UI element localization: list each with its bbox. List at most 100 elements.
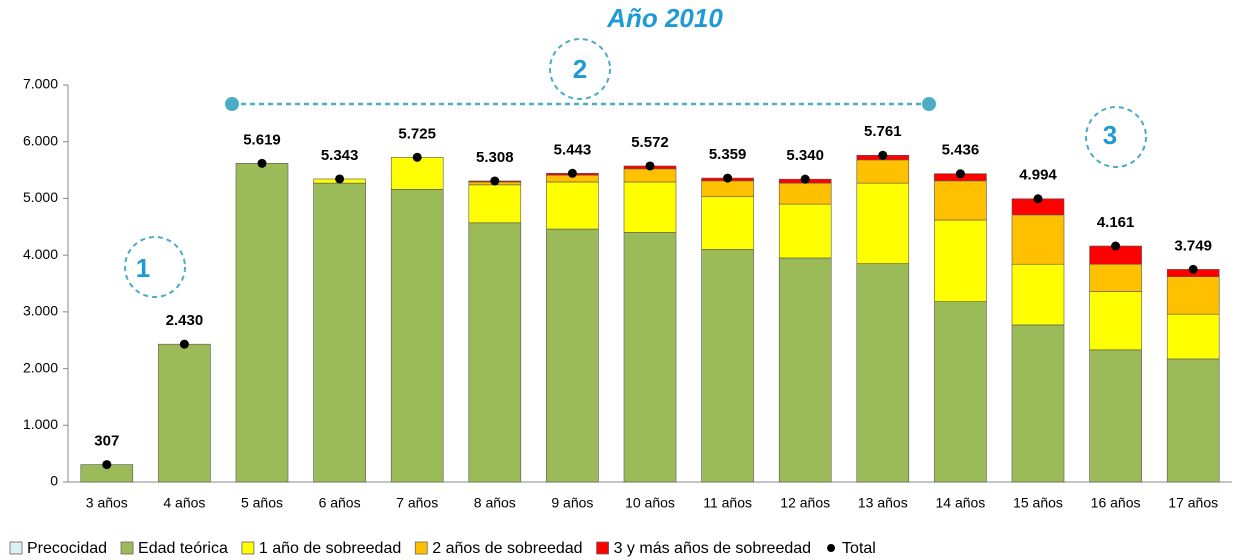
bar-segment [235, 163, 289, 483]
x-tick-label: 12 años [780, 495, 830, 511]
bar-segment [778, 203, 832, 259]
x-tick-label: 17 años [1168, 495, 1218, 511]
total-dot [800, 174, 810, 184]
x-tick-label: 13 años [858, 495, 908, 511]
bar-segment [623, 181, 677, 233]
legend-label: Edad teórica [138, 540, 228, 557]
y-tick-label: 2.000 [23, 359, 58, 375]
bar-segment [934, 219, 987, 302]
annotation-dot [922, 97, 936, 111]
annotation: 3 [1103, 120, 1117, 150]
y-tick-label: 1.000 [23, 416, 58, 432]
x-tick-label: 14 años [935, 495, 985, 511]
bar-segment [856, 159, 910, 184]
x-tick-label: 4 años [163, 495, 205, 511]
x-tick-label: 15 años [1013, 495, 1063, 511]
legend-label: Total [842, 540, 876, 557]
bar-segment [701, 196, 754, 250]
data-label: 5.572 [631, 134, 669, 151]
bar-segment [1011, 324, 1065, 483]
bar-segment [934, 180, 987, 221]
x-tick-label: 6 años [319, 495, 361, 511]
bar-segment [934, 301, 987, 483]
total-dot [179, 339, 189, 349]
x-tick-label: 3 años [86, 495, 128, 511]
x-tick-label: 11 años [703, 495, 752, 511]
legend-label: Precocidad [27, 540, 107, 557]
x-tick-label: 5 años [241, 495, 283, 511]
bar-segment [623, 232, 677, 483]
data-label: 5.725 [398, 125, 436, 142]
bar-segment [1089, 291, 1142, 351]
x-tick-label: 16 años [1091, 495, 1141, 511]
y-tick-label: 0 [50, 473, 58, 489]
bar-segment [158, 343, 211, 483]
total-dot [878, 150, 888, 160]
data-label: 5.436 [942, 142, 980, 159]
legend-marker [596, 541, 609, 555]
total-dot [1111, 241, 1121, 251]
data-label: 4.161 [1097, 214, 1135, 231]
bar-segment [778, 257, 832, 483]
total-dot [723, 173, 733, 183]
bar-segment [1089, 263, 1142, 292]
bar-segment [1166, 313, 1220, 360]
total-dot [412, 152, 422, 162]
annotation: 1 [136, 253, 150, 283]
bar-segment [856, 263, 910, 483]
data-label: 5.359 [709, 146, 747, 163]
bar-segment [701, 180, 754, 198]
bar-segment [390, 157, 444, 190]
total-dot [335, 174, 345, 184]
y-tick-label: 6.000 [23, 132, 58, 148]
y-tick-label: 7.000 [23, 76, 58, 92]
data-label: 4.994 [1019, 167, 1057, 184]
bar-segment [778, 182, 832, 205]
legend-marker [414, 541, 428, 555]
total-dot [567, 168, 577, 178]
bar-segment [390, 189, 444, 483]
bar-segment [546, 228, 599, 483]
bar-segment [468, 184, 522, 224]
bar-segment [1166, 358, 1220, 483]
total-dot [955, 169, 965, 179]
bar-segment [468, 222, 522, 483]
annotation-shapes [124, 38, 1147, 298]
data-label: 5.619 [243, 131, 281, 148]
bar-segment [623, 168, 677, 183]
bar-segment [1011, 214, 1065, 265]
total-dot [257, 158, 267, 168]
x-tick-label: 9 años [551, 495, 593, 511]
x-tick-label: 7 años [396, 495, 438, 511]
total-dot [490, 176, 500, 186]
bar-segment [1166, 276, 1220, 315]
total-dot [1188, 264, 1198, 274]
data-label: 307 [94, 433, 119, 450]
data-label: 5.308 [476, 149, 514, 166]
legend-label: 1 año de sobreedad [259, 540, 401, 557]
bar-segment [1089, 349, 1142, 483]
bar-segment [701, 249, 754, 483]
bar-segment [313, 182, 366, 483]
data-label: 5.343 [321, 147, 359, 164]
y-tick-label: 5.000 [23, 189, 58, 205]
annotation: 2 [573, 54, 587, 84]
data-label: 5.340 [786, 147, 824, 164]
total-dot [645, 161, 655, 171]
data-label: 2.430 [166, 312, 204, 329]
legend-marker [241, 541, 255, 555]
data-label: 5.761 [864, 123, 902, 140]
legend-label: 2 años de sobreedad [432, 540, 582, 557]
bar-segment [856, 182, 910, 264]
y-tick-label: 4.000 [23, 246, 58, 262]
bar-segment [546, 181, 599, 230]
y-tick-label: 3.000 [23, 303, 58, 319]
legend-marker [827, 544, 836, 552]
total-dot [1033, 194, 1043, 204]
data-label: 5.443 [554, 141, 592, 158]
x-tick-label: 8 años [474, 495, 516, 511]
chart-title: Año 2010 [606, 3, 723, 33]
x-tick-label: 10 años [625, 495, 675, 511]
bar-segment [1011, 263, 1065, 326]
